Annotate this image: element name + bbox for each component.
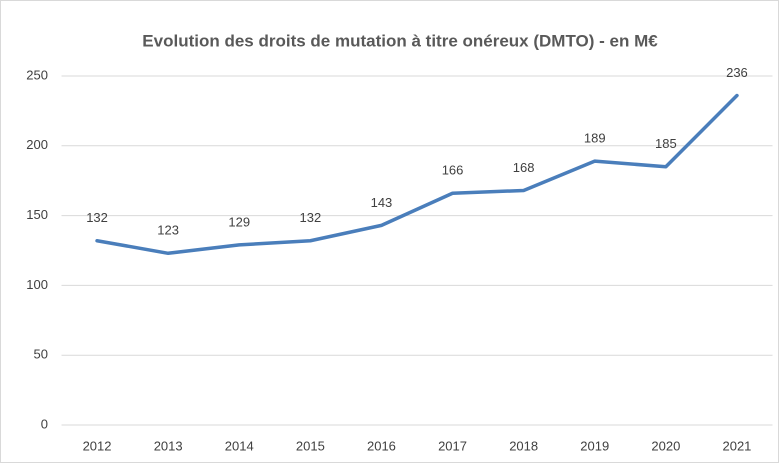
x-tick-label: 2012	[83, 438, 112, 453]
line-series	[95, 93, 739, 256]
y-tick-label: 150	[26, 207, 48, 222]
y-tick-label: 50	[34, 347, 48, 362]
data-label: 189	[584, 131, 606, 146]
data-label: 168	[513, 160, 535, 175]
data-label: 123	[157, 223, 179, 238]
x-tick-label: 2014	[225, 438, 254, 453]
data-label: 143	[371, 195, 393, 210]
data-label: 132	[86, 210, 108, 225]
x-tick-label: 2021	[722, 438, 751, 453]
data-label: 129	[228, 214, 250, 229]
y-tick-label: 0	[41, 416, 48, 431]
y-tick-label: 200	[26, 137, 48, 152]
data-label: 132	[299, 210, 321, 225]
x-tick-label: 2018	[509, 438, 538, 453]
data-label: 236	[726, 65, 748, 80]
x-tick-label: 2017	[438, 438, 467, 453]
x-tick-label: 2016	[367, 438, 396, 453]
x-tick-label: 2019	[580, 438, 609, 453]
x-tick-label: 2013	[154, 438, 183, 453]
x-tick-label: 2020	[651, 438, 680, 453]
y-tick-label: 100	[26, 277, 48, 292]
y-tick-label: 250	[26, 67, 48, 82]
data-label: 185	[655, 136, 677, 151]
data-label: 166	[442, 163, 464, 178]
x-tick-label: 2015	[296, 438, 325, 453]
chart-title: Evolution des droits de mutation à titre…	[142, 31, 658, 50]
